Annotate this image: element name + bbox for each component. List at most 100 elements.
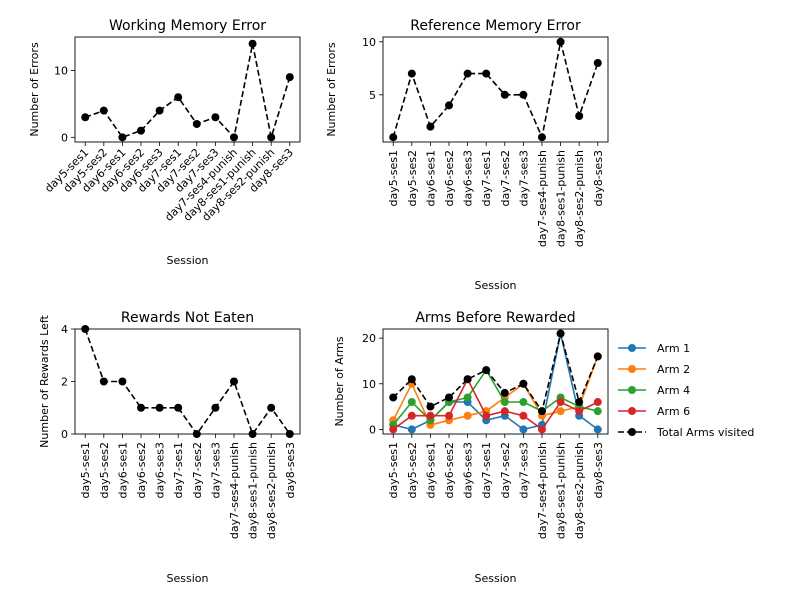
arms-series-2-point: [463, 393, 472, 402]
reference-series-0-point: [519, 90, 528, 99]
rewards-series-0-point: [267, 403, 276, 412]
reference-title: Reference Memory Error: [410, 18, 581, 34]
arms-series-4-point: [575, 398, 584, 407]
rewards-xtick-label: day8-ses1-punish: [247, 442, 260, 539]
working-xlabel: Session: [167, 254, 209, 267]
reference-ytick-label: 5: [369, 89, 376, 102]
arms-series-3-point: [500, 407, 509, 416]
legend-swatch-marker: [628, 407, 636, 415]
working-series-0-point: [211, 113, 220, 122]
arms-series-4-point: [463, 375, 472, 384]
arms-series-4-point: [426, 402, 435, 411]
working-series-0-point: [99, 106, 108, 115]
working-series-0-point: [192, 119, 201, 128]
arms-series-4-point: [519, 379, 528, 388]
rewards-xtick-label: day5-ses2: [98, 442, 111, 498]
legend-swatch-marker: [628, 386, 636, 394]
reference-series-0-point: [482, 69, 491, 78]
legend-swatch-marker: [628, 428, 636, 436]
rewards-series-0-line: [84, 328, 291, 436]
working-series-0-point: [137, 126, 146, 135]
working-series-0-point: [81, 113, 90, 122]
rewards-series-0-point: [118, 377, 127, 386]
reference-series-0-point: [389, 133, 398, 142]
working-ytick-label: 0: [61, 131, 68, 144]
rewards-series-0-point: [99, 377, 108, 386]
rewards-xtick-label: day8-ses2-punish: [265, 442, 278, 539]
arms-series-4-point: [500, 388, 509, 397]
rewards-xtick-label: day6-ses3: [154, 442, 167, 498]
arms-chart: Arms Before Rewarded Number of Arms Sessio…: [333, 310, 754, 585]
rewards-xtick-label: day7-ses1: [172, 442, 185, 498]
rewards-xtick-label: day6-ses1: [116, 442, 129, 498]
working-plot-frame: [74, 36, 301, 143]
arms-series-3-point: [519, 411, 528, 420]
rewards-ytick-label: 2: [61, 376, 68, 389]
reference-series-0-point: [500, 90, 509, 99]
reference-xtick-label: day7-ses1: [480, 150, 493, 206]
working-title: Working Memory Error: [109, 18, 266, 34]
arms-xtick-label: day7-ses4-punish: [536, 442, 549, 539]
arms-xtick-label: day7-ses3: [517, 442, 530, 498]
arms-series-3-point: [426, 411, 435, 420]
arms-series-4-point: [445, 393, 454, 402]
arms-xtick-label: day8-ses3: [592, 442, 605, 498]
arms-legend: Arm 1 Arm 2 Arm 4 Arm 6 Total Arms visited: [618, 342, 754, 439]
arms-ytick-label: 10: [362, 378, 376, 391]
working-chart: Working Memory Error Number of Errors Sess…: [28, 18, 301, 267]
working-series-0-point: [229, 133, 238, 142]
rewards-xtick-label: day8-ses3: [284, 442, 297, 498]
arms-series-3-point: [407, 411, 416, 420]
arms-series-2-point: [593, 407, 602, 416]
arms-series-2-point: [407, 398, 416, 407]
arms-xtick-label: day7-ses2: [499, 442, 512, 498]
arms-series-4-point: [482, 366, 491, 375]
working-series-0-point: [267, 133, 276, 142]
rewards-xtick-label: day6-ses2: [135, 442, 148, 498]
arms-series-3-point: [482, 411, 491, 420]
arms-xtick-label: day6-ses3: [462, 442, 475, 498]
rewards-xtick-label: day7-ses3: [209, 442, 222, 498]
arms-series-4-point: [556, 329, 565, 338]
arms-plot-frame: [382, 328, 609, 435]
reference-xtick-label: day6-ses2: [443, 150, 456, 206]
reference-xtick-label: day7-ses4-punish: [536, 150, 549, 247]
legend-entry-label: Arm 2: [657, 363, 690, 376]
arms-ytick-label: 0: [369, 423, 376, 436]
arms-series-2-point: [500, 398, 509, 407]
rewards-xlabel: Session: [167, 572, 209, 585]
arms-series-0-point: [407, 425, 416, 434]
arms-series-1-point: [556, 407, 565, 416]
arms-series-3-point: [593, 398, 602, 407]
reference-series-0-point: [537, 133, 546, 142]
working-series-0-line: [84, 43, 291, 139]
reference-xtick-label: day8-ses1-punish: [555, 150, 568, 247]
arms-series-3-point: [445, 411, 454, 420]
reference-series-0-point: [426, 122, 435, 131]
arms-series-2-point: [519, 398, 528, 407]
reference-xtick-label: day6-ses1: [424, 150, 437, 206]
rewards-ylabel: Number of Rewards Left: [38, 314, 51, 447]
reference-series-0-point: [463, 69, 472, 78]
arms-series-3-point: [389, 425, 398, 434]
reference-xtick-label: day7-ses2: [499, 150, 512, 206]
rewards-series-0-point: [137, 403, 146, 412]
reference-xtick-label: day5-ses2: [406, 150, 419, 206]
rewards-title: Rewards Not Eaten: [121, 310, 254, 326]
arms-series-4-point: [537, 407, 546, 416]
arms-xtick-label: day6-ses1: [424, 442, 437, 498]
reference-xtick-label: day7-ses3: [517, 150, 530, 206]
arms-series-4-point: [389, 393, 398, 402]
legend-entry-label: Arm 6: [657, 405, 690, 418]
reference-chart: Reference Memory Error Number of Errors Se…: [325, 18, 609, 292]
working-series-0-point: [248, 39, 257, 48]
arms-xtick-label: day8-ses2-punish: [573, 442, 586, 539]
arms-series-0-point: [593, 425, 602, 434]
arms-ytick-label: 20: [362, 332, 376, 345]
rewards-xtick-label: day7-ses4-punish: [228, 442, 241, 539]
arms-series-3-point: [537, 425, 546, 434]
arms-series-4-line: [392, 333, 599, 414]
rewards-plot-frame: [74, 328, 301, 435]
rewards-series-0-point: [211, 403, 220, 412]
working-series-0-point: [155, 106, 164, 115]
